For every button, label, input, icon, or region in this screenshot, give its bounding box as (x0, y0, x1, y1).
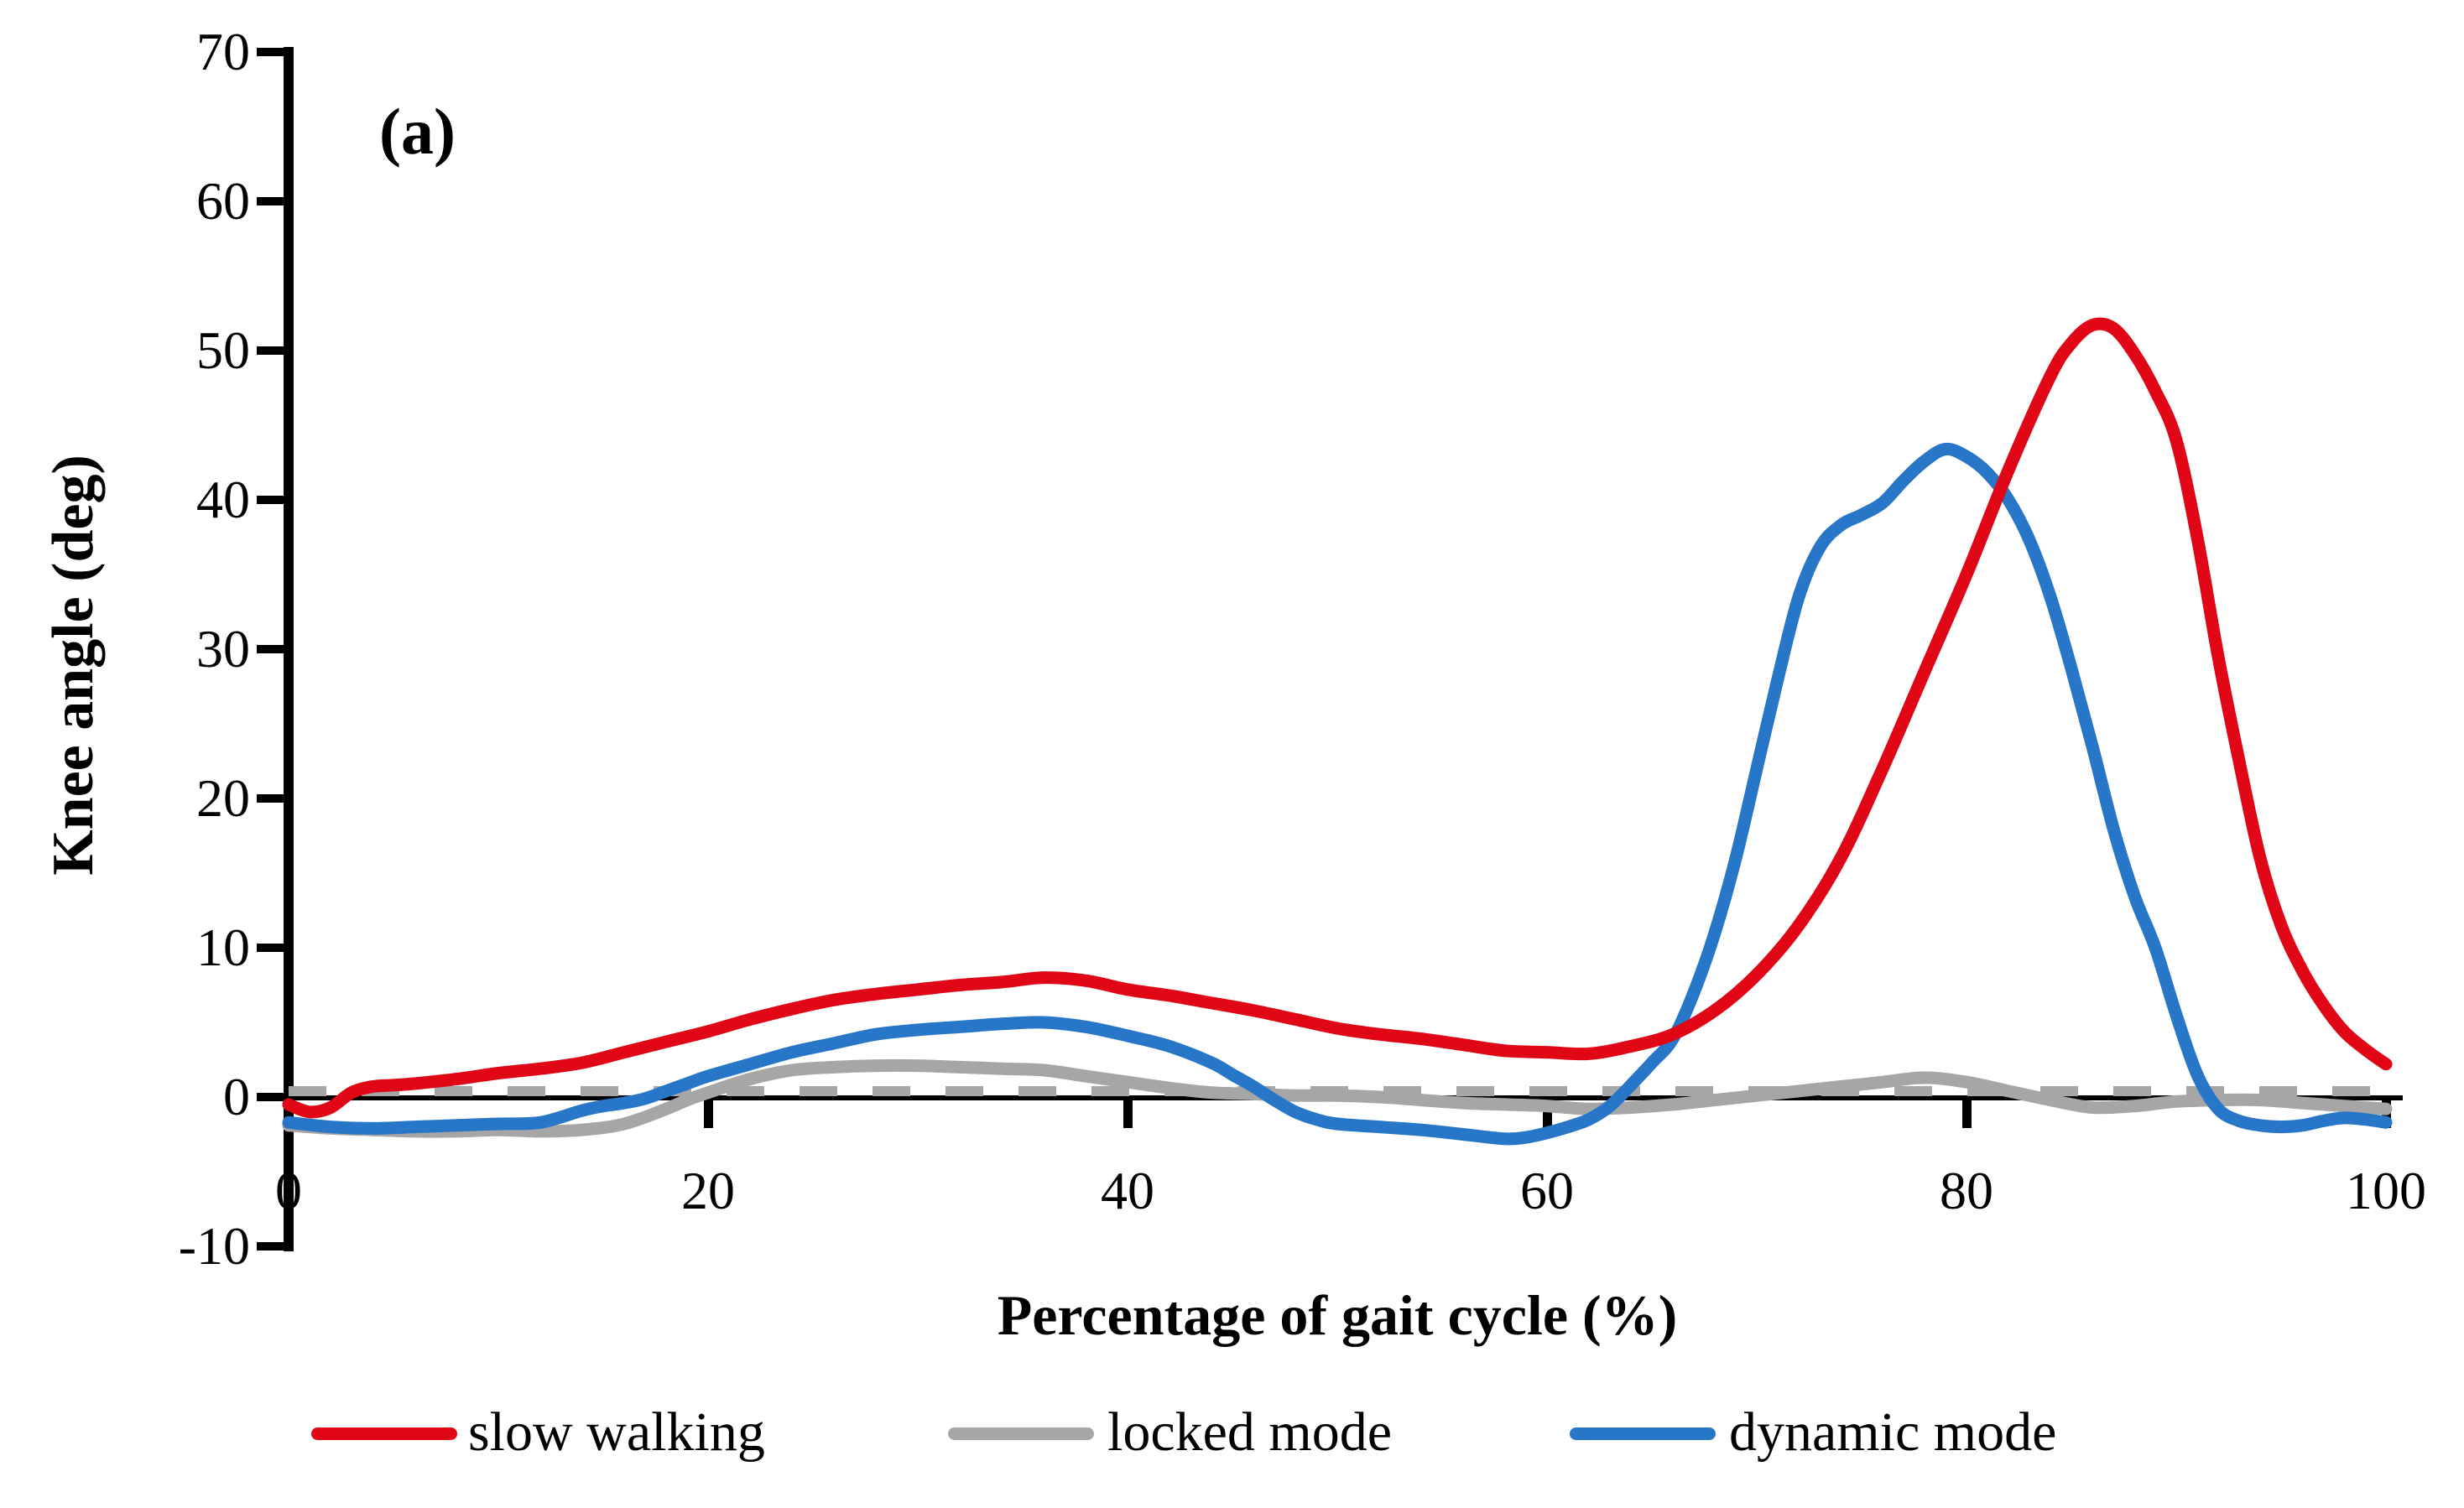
y-tick-n10 (257, 1242, 289, 1251)
x-tick-label-20: 20 (681, 1161, 735, 1220)
y-tick-10 (257, 944, 289, 952)
legend-label-dynamic-mode: dynamic mode (1729, 1401, 2057, 1463)
series-locked-mode-curve (282, 1058, 2393, 1138)
y-tick-0 (257, 1093, 289, 1101)
y-tick-label-70: 70 (196, 22, 250, 81)
y-tick-30 (257, 645, 289, 653)
legend-swatch-slow-walking (311, 1427, 457, 1440)
x-tick-80 (1962, 1098, 1972, 1128)
y-tick-70 (257, 48, 289, 56)
y-tick-40 (257, 496, 289, 504)
x-tick-20 (704, 1098, 713, 1128)
y-tick-label-20: 20 (196, 768, 250, 828)
series-dynamic-mode-curve (282, 442, 2393, 1146)
x-tick-label-0: 0 (275, 1161, 302, 1220)
x-tick-40 (1123, 1098, 1133, 1128)
x-tick-label-100: 100 (2346, 1161, 2426, 1220)
x-tick-label-80: 80 (1940, 1161, 1993, 1220)
y-tick-label-0: 0 (223, 1067, 250, 1126)
y-tick-label-50: 50 (196, 320, 250, 380)
x-axis-title: Percentage of gait cycle (%) (997, 1283, 1678, 1347)
y-tick-20 (257, 794, 289, 803)
panel-label: (a) (379, 95, 456, 168)
legend-label-slow-walking: slow walking (468, 1401, 765, 1463)
legend-label-locked-mode: locked mode (1107, 1401, 1393, 1463)
x-tick-label-60: 60 (1520, 1161, 1574, 1220)
y-tick-label-n10: -10 (178, 1216, 250, 1276)
legend-swatch-locked-mode (948, 1427, 1094, 1440)
y-tick-50 (257, 346, 289, 355)
y-tick-label-10: 10 (196, 918, 250, 977)
y-tick-60 (257, 197, 289, 205)
x-tick-60 (1543, 1098, 1552, 1128)
y-tick-label-60: 60 (196, 171, 250, 231)
series-slow-walking-curve (282, 317, 2393, 1119)
x-tick-label-40: 40 (1101, 1161, 1154, 1220)
y-tick-label-40: 40 (196, 470, 250, 529)
y-tick-label-30: 30 (196, 619, 250, 679)
legend-swatch-dynamic-mode (1570, 1427, 1716, 1440)
